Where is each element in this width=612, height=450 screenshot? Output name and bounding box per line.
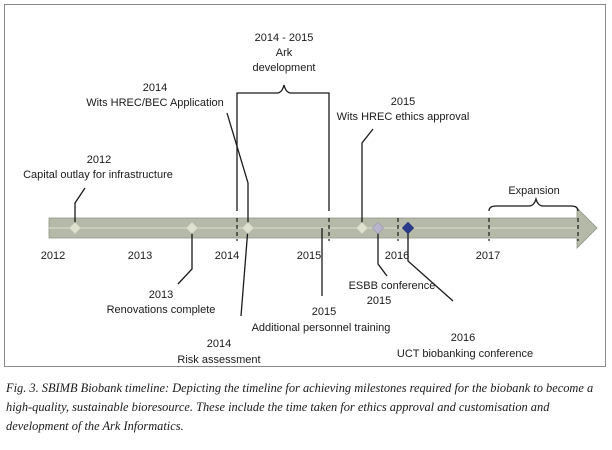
milestone-text: Renovations complete	[107, 304, 216, 316]
year-label: 2015	[297, 250, 321, 262]
expansion-bracket	[488, 196, 579, 212]
milestone-year: 2013	[149, 289, 173, 301]
year-label: 2017	[476, 250, 500, 262]
figure-caption: Fig. 3. SBIMB Biobank timeline: Depictin…	[6, 381, 594, 433]
milestone-diamond	[355, 221, 369, 235]
connector-line	[407, 228, 454, 302]
year-label: 2013	[128, 250, 152, 262]
period-year: 2014 - 2015	[255, 32, 314, 44]
milestone-text: Risk assessment	[177, 354, 260, 366]
milestone-text: Capital outlay for infrastructure	[23, 169, 173, 181]
year-label: 2012	[41, 250, 65, 262]
connector-line	[177, 228, 193, 285]
timeline-figure: 2012 2013 2014 2015 2016 2017 2012 Capit…	[4, 4, 606, 367]
period-label: development	[253, 62, 316, 74]
connector-line	[74, 187, 86, 228]
connector-line	[240, 227, 249, 317]
connector-line	[377, 228, 388, 277]
year-label: 2014	[215, 250, 239, 262]
period-label: Ark	[276, 47, 293, 59]
milestone-text: Additional personnel training	[252, 322, 391, 334]
milestone-year: 2014	[207, 338, 231, 350]
milestone-text: ESBB conference	[349, 280, 436, 292]
milestone-diamond	[401, 221, 415, 235]
milestone-year: 2016	[451, 332, 475, 344]
milestone-year: 2012	[87, 154, 111, 166]
period-label: Expansion	[508, 185, 559, 197]
milestone-year: 2015	[367, 295, 391, 307]
milestone-diamond	[68, 221, 82, 235]
milestone-diamond	[241, 221, 255, 235]
milestone-diamond	[185, 221, 199, 235]
ark-development-bracket	[236, 84, 330, 211]
milestone-diamond	[371, 221, 385, 235]
milestone-text: Wits HREC ethics approval	[337, 111, 470, 123]
milestone-year: 2015	[391, 96, 415, 108]
milestone-year: 2014	[143, 82, 167, 94]
milestone-text: Wits HREC/BEC Application	[86, 97, 224, 109]
milestone-text: UCT biobanking conference	[397, 348, 533, 360]
milestone-year: 2015	[312, 306, 336, 318]
year-label: 2016	[385, 250, 409, 262]
connector-line	[226, 112, 249, 228]
connector-line	[361, 128, 374, 228]
timeline-diagram: 2012 2013 2014 2015 2016 2017 2012 Capit…	[23, 32, 598, 366]
